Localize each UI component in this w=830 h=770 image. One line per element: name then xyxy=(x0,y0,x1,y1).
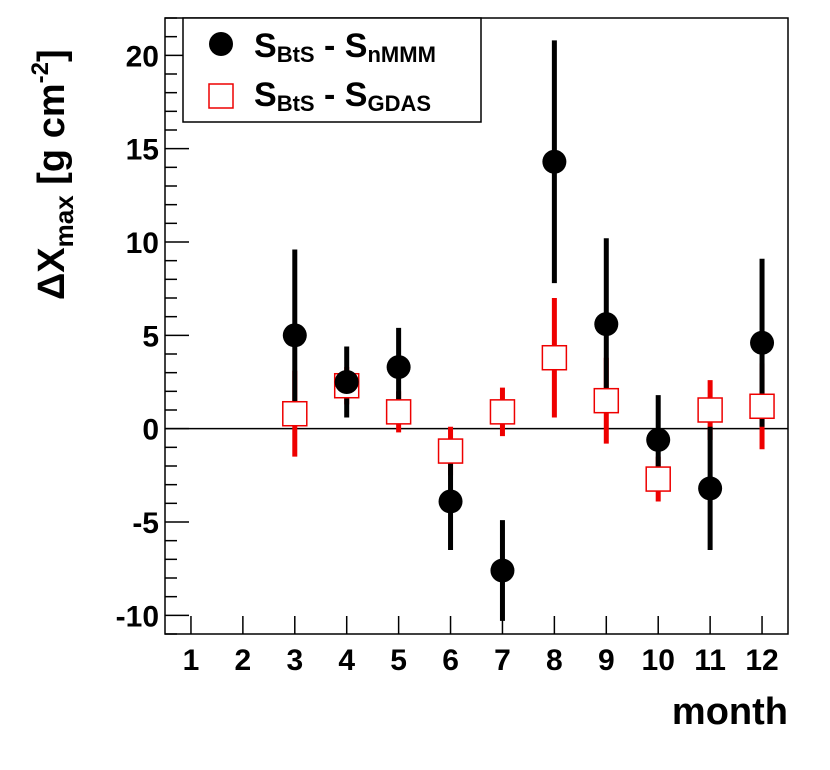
data-point xyxy=(282,323,307,348)
legend-nmmm-marker xyxy=(209,32,233,56)
data-point xyxy=(541,344,568,371)
data-point xyxy=(698,476,723,501)
series-nmmm-errorbars xyxy=(292,40,765,621)
series-nmmm-markers xyxy=(282,149,775,583)
svg-text:ΔXmax [g cm-2]: ΔXmax [g cm-2] xyxy=(27,49,79,300)
data-point xyxy=(438,489,463,514)
y-axis-title-main: ΔX xyxy=(31,247,73,300)
x-tick-label: 1 xyxy=(183,644,200,677)
y-tick-label: 0 xyxy=(142,414,159,447)
data-point xyxy=(645,466,671,492)
y-axis-title: ΔXmax [g cm-2] xyxy=(27,49,79,300)
data-point xyxy=(749,393,775,420)
x-tick-label: 6 xyxy=(442,644,459,677)
data-point xyxy=(490,558,515,583)
data-point xyxy=(334,370,359,394)
x-tick-label: 10 xyxy=(642,644,675,677)
y-tick-label: 5 xyxy=(142,320,159,353)
data-point xyxy=(385,399,412,425)
y-tick-label: 10 xyxy=(126,227,159,260)
y-tick-label: 20 xyxy=(126,40,159,73)
x-tick-label: 3 xyxy=(286,644,303,677)
x-tick-label: 8 xyxy=(546,644,563,677)
y-tick-label: -5 xyxy=(132,507,159,540)
data-point xyxy=(646,427,671,452)
y-tick-label: 15 xyxy=(126,134,159,167)
x-tick-label: 5 xyxy=(390,644,407,677)
legend-gdas-label: SBtS - SGDAS xyxy=(254,76,431,116)
x-tick-label: 11 xyxy=(694,644,726,677)
data-point xyxy=(386,355,411,380)
data-point xyxy=(542,149,567,174)
data-point xyxy=(697,397,723,423)
x-tick-label: 9 xyxy=(598,644,615,677)
data-point xyxy=(282,400,308,427)
legend-nmmm-label: SBtS - SnMMM xyxy=(254,27,436,67)
y-tick-label: -10 xyxy=(116,600,159,633)
x-axis: 1 2 3 4 5 6 7 8 9 10 11 12 xyxy=(183,616,779,677)
x-tick-label: 2 xyxy=(235,644,252,677)
x-axis-title: month xyxy=(672,691,788,733)
y-axis-title-unit-close: ] xyxy=(31,49,73,62)
data-point xyxy=(593,387,620,414)
y-axis-title-unit-sup: -2 xyxy=(27,62,54,83)
legend-gdas-marker xyxy=(208,83,234,109)
x-tick-label: 4 xyxy=(338,644,355,677)
data-point xyxy=(437,438,464,464)
data-point xyxy=(750,330,775,355)
y-axis-title-sub: max xyxy=(49,195,79,248)
legend: SBtS - SnMMM SBtS - SGDAS xyxy=(182,17,482,123)
x-tick-label: 7 xyxy=(494,644,511,677)
data-point xyxy=(594,312,619,337)
x-tick-label: 12 xyxy=(745,644,778,677)
y-axis-title-unit: [g cm xyxy=(31,83,73,195)
y-axis: -10 -5 0 5 10 15 20 xyxy=(116,17,189,635)
series-gdas-errorbars xyxy=(292,298,765,502)
data-point xyxy=(489,399,516,425)
series-gdas-markers xyxy=(282,344,775,492)
